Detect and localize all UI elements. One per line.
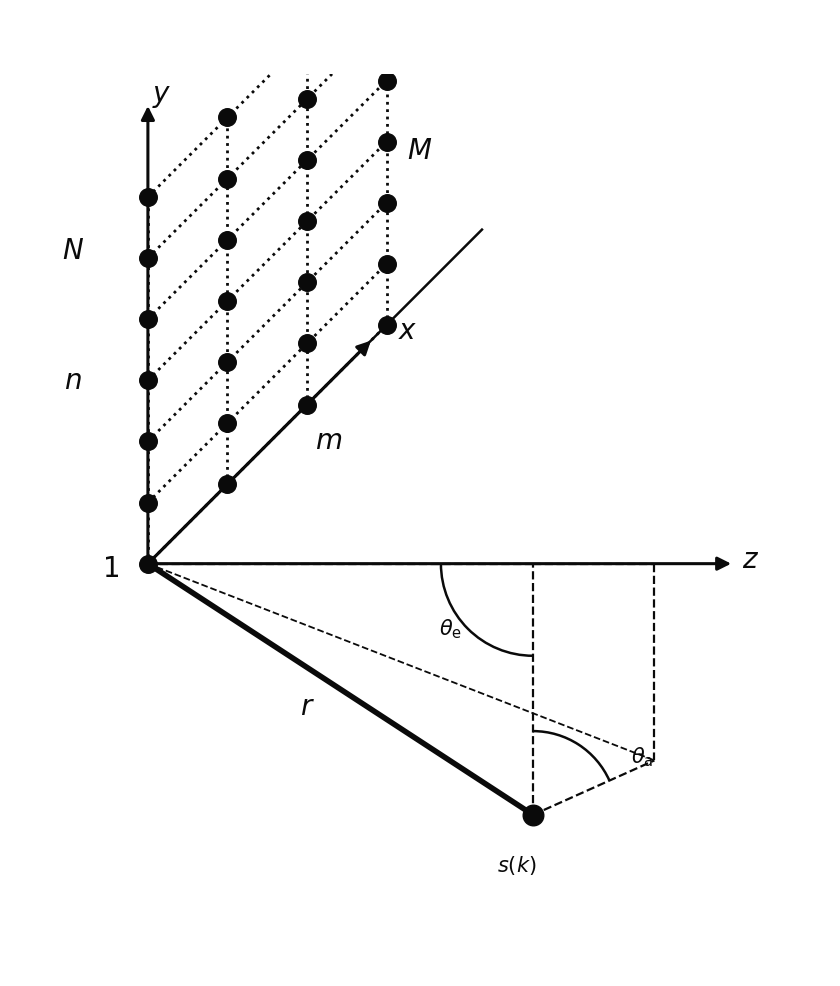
Text: $\theta_{\rm e}$: $\theta_{\rm e}$ (438, 616, 462, 640)
Point (300, 336, 313, 352)
Point (221, 110, 234, 126)
Text: $z$: $z$ (743, 546, 759, 574)
Point (221, 355, 234, 371)
Point (141, 434, 155, 450)
Point (380, 317, 393, 333)
Text: $N$: $N$ (61, 237, 83, 264)
Point (141, 250, 155, 266)
Point (141, 312, 155, 327)
Text: $y$: $y$ (152, 82, 171, 109)
Point (141, 556, 155, 572)
Point (300, 31, 313, 46)
Point (380, 135, 393, 151)
Text: $n$: $n$ (64, 367, 81, 395)
Point (527, 808, 540, 823)
Point (300, 153, 313, 169)
Point (141, 373, 155, 388)
Text: $M$: $M$ (407, 137, 433, 165)
Point (380, 196, 393, 212)
Point (221, 233, 234, 248)
Point (300, 214, 313, 230)
Point (221, 416, 234, 432)
Text: $s(k)$: $s(k)$ (496, 853, 536, 876)
Point (380, 74, 393, 90)
Text: $m$: $m$ (315, 426, 343, 455)
Point (300, 92, 313, 107)
Point (380, 13, 393, 29)
Text: $r$: $r$ (300, 692, 314, 720)
Point (141, 495, 155, 511)
Point (141, 190, 155, 206)
Text: $x$: $x$ (398, 317, 417, 345)
Point (300, 397, 313, 413)
Point (300, 275, 313, 291)
Point (221, 294, 234, 310)
Point (221, 477, 234, 493)
Text: $\theta_{\rm a}$: $\theta_{\rm a}$ (631, 744, 653, 768)
Point (380, 256, 393, 272)
Point (221, 172, 234, 187)
Text: $1$: $1$ (102, 554, 118, 583)
